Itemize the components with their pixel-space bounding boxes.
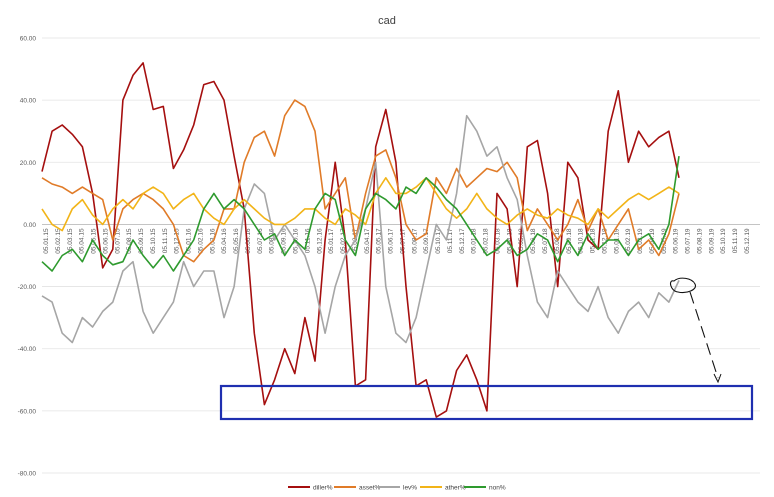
series-line-non — [41, 155, 680, 272]
x-tick-label: 05.04.15 — [79, 228, 86, 254]
x-tick-label: 05.04.18 — [506, 228, 513, 254]
x-tick-label: 05.12.17 — [459, 228, 466, 254]
series-line-asset — [41, 99, 680, 263]
x-tick-label: 05.02.15 — [55, 228, 62, 254]
x-tick-label: 05.02.18 — [483, 228, 490, 254]
chart-title: cad — [378, 15, 396, 27]
y-tick-label: 40.00 — [20, 98, 37, 105]
x-tick-label: 05.12.16 — [316, 228, 323, 254]
y-tick-label: -60.00 — [18, 408, 37, 415]
x-tick-label: 05.05.19 — [661, 228, 668, 254]
x-tick-label: 05.04.16 — [221, 228, 228, 254]
y-tick-label: 60.00 — [20, 36, 37, 43]
x-tick-label: 05.03.15 — [67, 228, 74, 254]
x-tick-label: 05.12.15 — [174, 228, 181, 254]
x-tick-label: 05.08.15 — [126, 228, 133, 254]
x-tick-label: 05.06.17 — [388, 228, 395, 254]
x-tick-label: 05.05.17 — [376, 228, 383, 254]
x-tick-label: 05.09.17 — [423, 228, 430, 254]
series-line-lev — [41, 114, 680, 344]
x-tick-label: 05.01.16 — [186, 228, 193, 254]
x-tick-label: 05.09.19 — [708, 228, 715, 254]
annotations — [219, 277, 754, 421]
x-tick-label: 05.08.16 — [269, 228, 276, 254]
legend-label: diller% — [313, 485, 333, 492]
legend-label: non% — [489, 485, 506, 492]
x-tick-label: 05.07.19 — [685, 228, 692, 254]
legend-label: lev% — [403, 485, 417, 492]
dashed-arrow-head — [713, 373, 722, 384]
legend-label: asset% — [359, 485, 381, 492]
circled-point — [669, 277, 696, 294]
x-tick-label: 05.02.17 — [340, 228, 347, 254]
x-tick-label: 05.06.19 — [673, 228, 680, 254]
x-tick-label: 05.05.18 — [518, 228, 525, 254]
highlight-rectangle — [219, 384, 754, 421]
legend-label: ather% — [445, 485, 466, 492]
x-tick-label: 05.10.18 — [578, 228, 585, 254]
x-tick-label: 05.09.15 — [138, 228, 145, 254]
x-tick-label: 05.12.18 — [601, 228, 608, 254]
x-tick-label: 05.09.16 — [281, 228, 288, 254]
x-tick-label: 05.08.18 — [554, 228, 561, 254]
x-tick-label: 05.11.15 — [162, 228, 169, 253]
x-tick-label: 05.07.15 — [114, 228, 121, 254]
x-tick-label: 05.11.16 — [304, 228, 311, 253]
x-tick-label: 05.11.19 — [732, 228, 739, 253]
x-tick-label: 05.01.15 — [43, 228, 50, 254]
x-tick-label: 05.10.15 — [150, 228, 157, 254]
series-line-diller — [41, 62, 680, 418]
x-tick-label: 05.07.18 — [542, 228, 549, 254]
x-tick-label: 05.10.19 — [720, 228, 727, 254]
x-tick-label: 05.02.16 — [197, 228, 204, 254]
x-tick-label: 05.06.16 — [245, 228, 252, 254]
series-lines — [41, 62, 680, 418]
x-tick-label: 05.06.15 — [102, 228, 109, 254]
x-tick-label: 05.05.16 — [233, 228, 240, 254]
x-tick-label: 05.08.19 — [696, 228, 703, 254]
x-tick-label: 05.02.19 — [625, 228, 632, 254]
x-tick-label: 05.03.19 — [637, 228, 644, 254]
x-tick-label: 05.01.18 — [471, 228, 478, 254]
x-tick-label: 05.03.18 — [494, 228, 501, 254]
y-tick-label: 0.00 — [23, 222, 36, 229]
x-tick-label: 05.08.17 — [411, 228, 418, 254]
legend: diller% asset% lev% ather% non% — [288, 485, 506, 492]
x-tick-label: 05.01.17 — [328, 228, 335, 254]
y-tick-label: -80.00 — [18, 471, 37, 478]
y-tick-label: 20.00 — [20, 160, 37, 167]
series-line-ather — [41, 177, 680, 232]
dashed-arrow — [689, 291, 719, 379]
x-tick-label: 05.11.17 — [447, 228, 454, 253]
y-axis-ticks: 60.00 40.00 20.00 0.00 -20.00 -40.00 -60.00 -80… — [18, 36, 37, 478]
x-tick-label: 05.12.19 — [744, 228, 751, 254]
x-tick-label: 05.10.17 — [435, 228, 442, 254]
y-tick-label: -40.00 — [18, 346, 37, 353]
x-tick-label: 05.01.19 — [613, 228, 620, 254]
y-tick-label: -20.00 — [18, 284, 37, 291]
x-tick-label: 05.04.17 — [364, 228, 371, 254]
x-tick-label: 05.07.16 — [257, 228, 264, 254]
